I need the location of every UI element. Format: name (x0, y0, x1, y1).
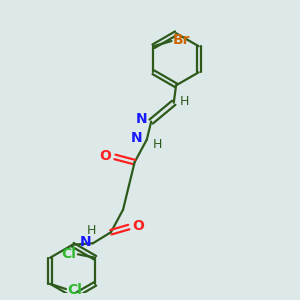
Text: N: N (136, 112, 147, 126)
Text: Cl: Cl (61, 247, 76, 261)
Text: H: H (86, 224, 96, 237)
Text: H: H (180, 95, 190, 108)
Text: O: O (100, 149, 112, 163)
Text: Br: Br (173, 33, 190, 47)
Text: Cl: Cl (68, 283, 82, 297)
Text: N: N (131, 131, 143, 145)
Text: O: O (132, 220, 144, 233)
Text: H: H (153, 138, 162, 151)
Text: N: N (80, 235, 91, 249)
